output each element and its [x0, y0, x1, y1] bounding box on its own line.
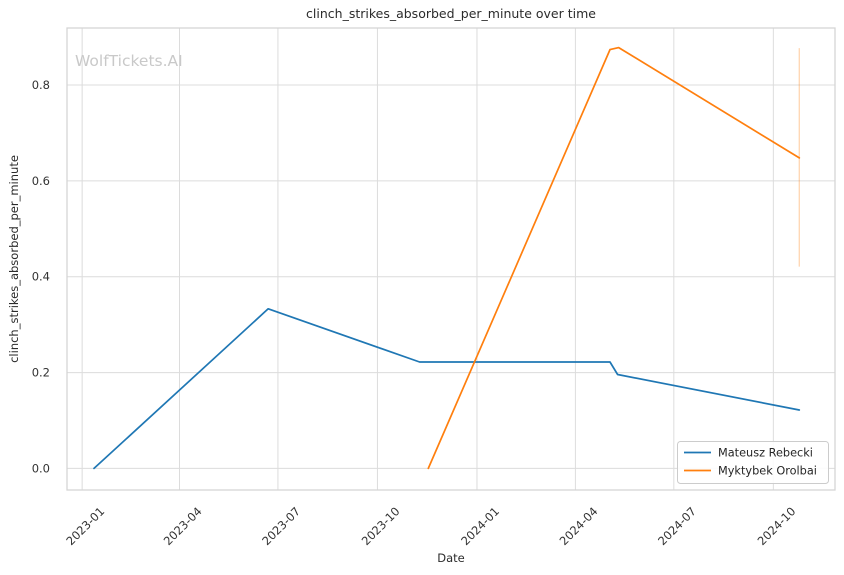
y-tick-label: 0.6 — [32, 174, 50, 188]
y-tick-label: 0.8 — [32, 78, 50, 92]
legend-box — [677, 441, 829, 484]
x-axis-label: Date — [437, 551, 465, 565]
y-axis-label: clinch_strikes_absorbed_per_minute — [7, 155, 21, 363]
x-tick-label: 2023-10 — [359, 504, 403, 548]
y-tick-label: 0.2 — [32, 366, 50, 380]
watermark-text: WolfTickets.AI — [75, 52, 183, 70]
axis-border — [66, 27, 836, 491]
x-tick-label: 2024-01 — [458, 504, 502, 548]
x-tick-label: 2023-07 — [259, 504, 303, 548]
plot-area — [67, 28, 835, 490]
legend-label-myktybek-orolbai: Myktybek Orolbai — [718, 465, 817, 478]
y-tick-label: 0.4 — [32, 270, 50, 284]
series-lines — [93, 46, 801, 470]
x-tick-labels: 2023-01 2023-04 2023-07 2023-10 2024-01 2024-… — [63, 504, 798, 548]
x-tick-label: 2024-10 — [755, 504, 799, 548]
series-line-mateusz-rebecki — [93, 307, 801, 470]
x-tick-label: 2024-04 — [557, 504, 601, 548]
x-tick-label: 2023-04 — [161, 504, 205, 548]
x-tick-label: 2023-01 — [63, 504, 107, 548]
legend-label-mateusz-rebecki: Mateusz Rebecki — [718, 447, 813, 460]
grid-lines — [67, 28, 835, 490]
series-line-myktybek-orolbai — [427, 46, 801, 470]
x-tick-label: 2024-07 — [655, 504, 699, 548]
chart-title: clinch_strikes_absorbed_per_minute over … — [306, 6, 596, 21]
y-tick-label: 0.0 — [32, 461, 50, 475]
legend: Mateusz Rebecki Myktybek Orolbai — [677, 441, 829, 484]
y-tick-labels: 0.0 0.2 0.4 0.6 0.8 — [32, 78, 50, 475]
